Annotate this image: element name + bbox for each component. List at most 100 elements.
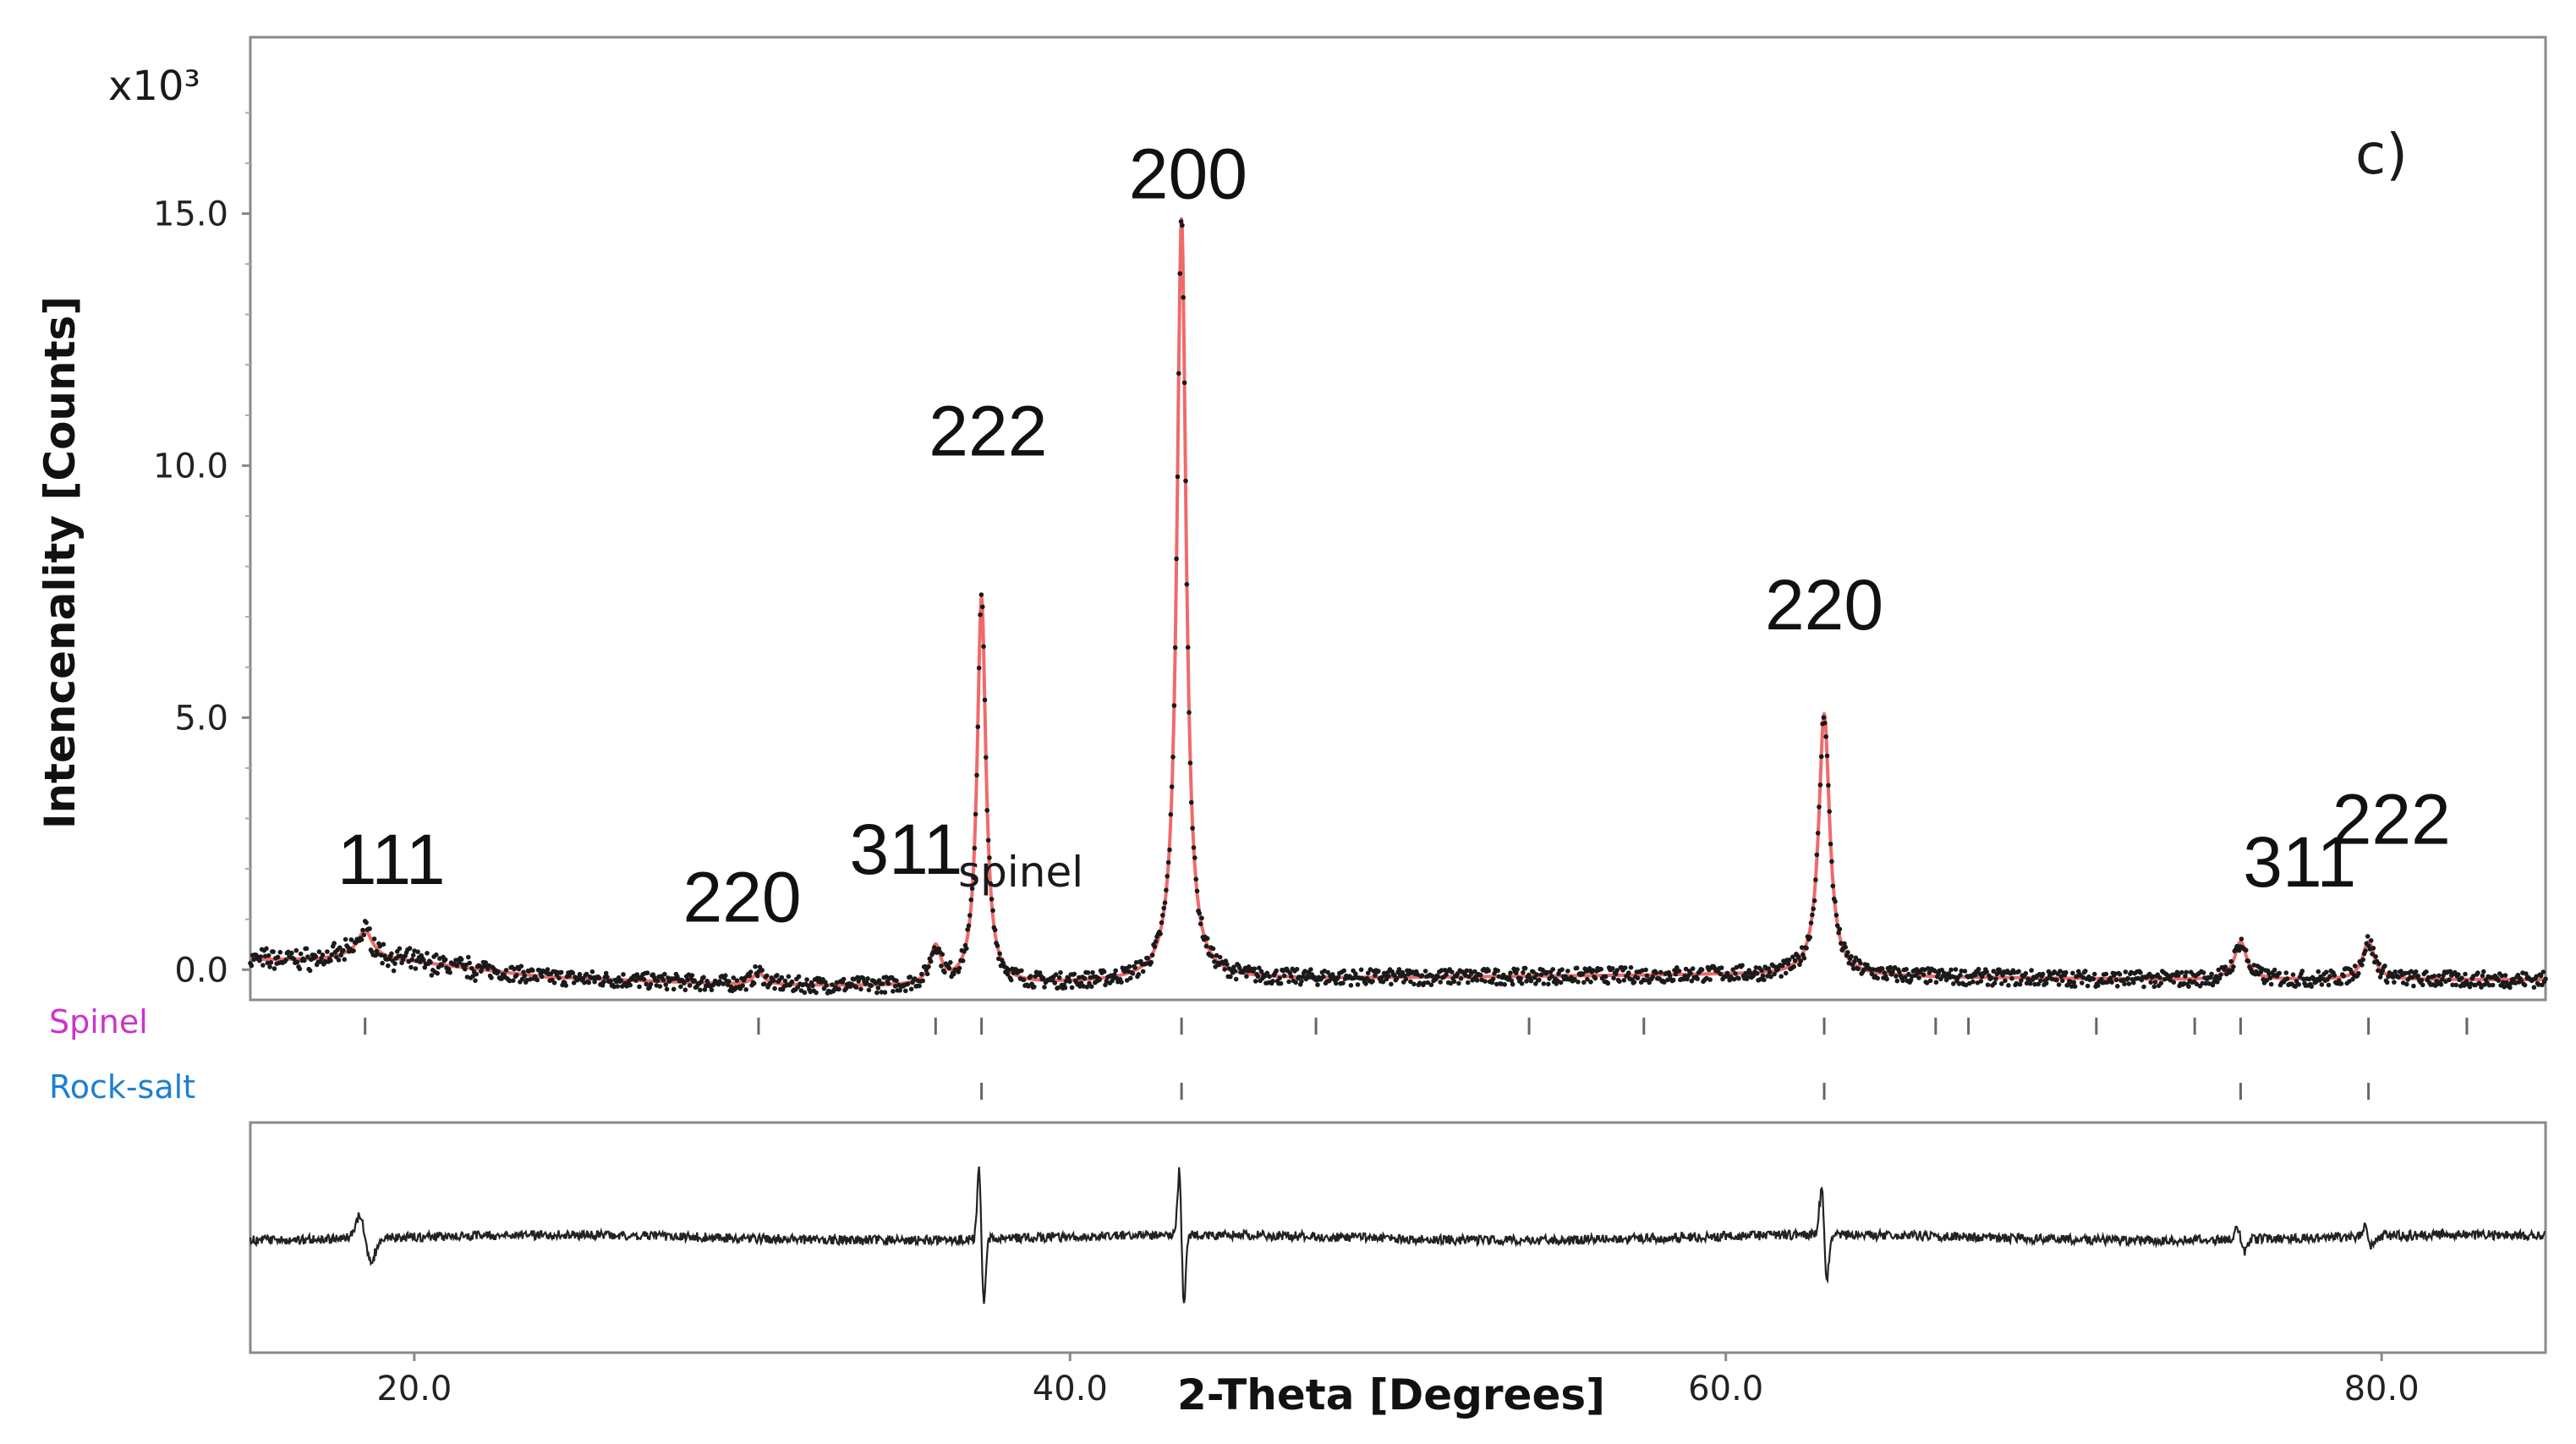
observed-point <box>997 951 1002 957</box>
reflection-marker-rows: Spinel Rock-salt <box>49 1003 2469 1106</box>
observed-point <box>1422 969 1428 974</box>
observed-point <box>2201 970 2206 975</box>
observed-point <box>338 953 344 958</box>
observed-point <box>1766 966 1772 971</box>
observed-point <box>1689 978 1695 984</box>
observed-point <box>1828 841 1833 847</box>
observed-point <box>689 973 695 978</box>
observed-point <box>294 959 300 965</box>
observed-point <box>1850 966 1856 971</box>
observed-point <box>960 958 966 964</box>
observed-point <box>1438 980 1443 985</box>
observed-point <box>268 960 274 965</box>
observed-point <box>1152 944 1158 949</box>
observed-point <box>1993 976 1998 981</box>
observed-point <box>2450 982 2455 988</box>
observed-point <box>1162 900 1168 905</box>
observed-point <box>734 978 740 983</box>
observed-point <box>1281 973 1287 979</box>
observed-point <box>920 978 925 984</box>
observed-point <box>1635 975 1641 980</box>
observed-point <box>410 953 416 958</box>
observed-point <box>894 978 899 984</box>
observed-point <box>981 644 986 650</box>
observed-point <box>447 969 452 975</box>
y-tick-label: 15.0 <box>153 195 228 234</box>
observed-point <box>377 943 383 949</box>
observed-point <box>1900 978 1905 984</box>
observed-point <box>1408 979 1413 985</box>
observed-point <box>968 897 973 903</box>
observed-point <box>1264 970 1270 976</box>
observed-point <box>1772 971 1777 977</box>
observed-point <box>435 970 440 976</box>
observed-point <box>551 980 557 986</box>
observed-point <box>1558 980 1564 986</box>
observed-point <box>2056 982 2062 987</box>
observed-point <box>2365 934 2370 939</box>
observed-point <box>1225 962 1230 967</box>
observed-point <box>1826 782 1831 788</box>
observed-point <box>869 983 874 989</box>
observed-point <box>2507 985 2513 991</box>
observed-point <box>779 975 785 980</box>
observed-point <box>1921 972 1927 977</box>
observed-point <box>1286 979 1291 985</box>
observed-point <box>978 612 983 618</box>
observed-point <box>1053 972 1059 977</box>
observed-point <box>1626 970 1631 975</box>
observed-point <box>2341 974 2346 979</box>
observed-point <box>939 964 944 969</box>
observed-point <box>1767 969 1773 975</box>
observed-point <box>992 927 998 933</box>
observed-point <box>605 975 610 980</box>
observed-point <box>2117 972 2123 977</box>
observed-point <box>391 968 397 974</box>
x-tick-label: 80.0 <box>2344 1370 2420 1408</box>
observed-point <box>1932 969 1937 974</box>
observed-point <box>1810 912 1815 918</box>
observed-point <box>628 982 633 988</box>
observed-point <box>530 968 535 973</box>
observed-point <box>1951 981 1956 986</box>
observed-point <box>1028 974 1033 979</box>
observed-point <box>2216 967 2222 973</box>
observed-point <box>2064 969 2069 975</box>
observed-point <box>302 958 307 964</box>
observed-point <box>2052 969 2057 975</box>
observed-point <box>1257 965 1262 970</box>
observed-point <box>1466 980 1471 986</box>
observed-point <box>1549 974 1554 979</box>
observed-point <box>1370 979 1375 984</box>
observed-point <box>2327 974 2332 979</box>
observed-point <box>2540 982 2545 988</box>
observed-point <box>2415 974 2421 979</box>
observed-point <box>421 958 426 963</box>
observed-point <box>318 959 323 964</box>
y-tick-label: 0.0 <box>174 951 228 990</box>
observed-point <box>858 986 863 992</box>
observed-point <box>1165 874 1170 879</box>
observed-point <box>1894 974 1899 979</box>
observed-point <box>728 984 734 990</box>
observed-point <box>1804 946 1809 951</box>
observed-point <box>2045 976 2050 981</box>
observed-point <box>271 949 276 954</box>
observed-point <box>1178 219 1184 224</box>
observed-point <box>2176 973 2181 978</box>
observed-point <box>692 978 697 983</box>
observed-point <box>316 949 322 954</box>
observed-point <box>965 927 970 932</box>
observed-point <box>1159 920 1165 925</box>
observed-point <box>753 964 758 969</box>
observed-point <box>1801 955 1807 961</box>
observed-point <box>863 980 869 986</box>
observed-point <box>1746 975 1751 980</box>
observed-point <box>2480 969 2486 975</box>
observed-point <box>1797 962 1802 968</box>
observed-point <box>1849 953 1854 959</box>
observed-point <box>2453 969 2458 975</box>
observed-point <box>1791 964 1796 969</box>
observed-point <box>2538 973 2544 979</box>
observed-point <box>873 980 879 986</box>
